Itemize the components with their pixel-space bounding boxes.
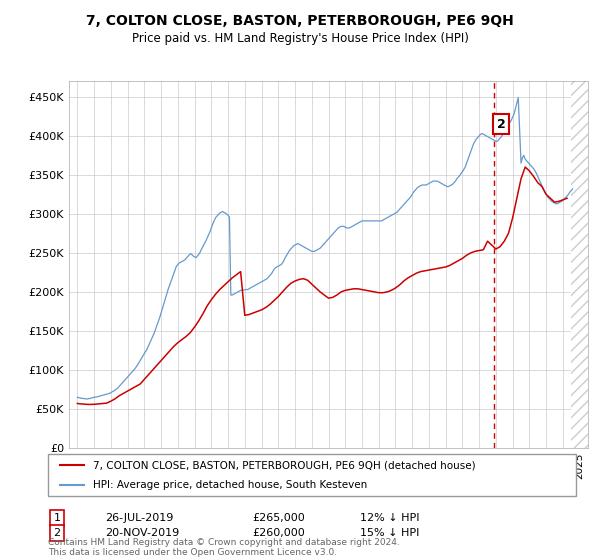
Text: 7, COLTON CLOSE, BASTON, PETERBOROUGH, PE6 9QH: 7, COLTON CLOSE, BASTON, PETERBOROUGH, P… — [86, 14, 514, 28]
Text: £260,000: £260,000 — [252, 528, 305, 538]
Text: 1: 1 — [53, 513, 61, 523]
Text: 20-NOV-2019: 20-NOV-2019 — [105, 528, 179, 538]
Text: 26-JUL-2019: 26-JUL-2019 — [105, 513, 173, 523]
Text: Contains HM Land Registry data © Crown copyright and database right 2024.
This d: Contains HM Land Registry data © Crown c… — [48, 538, 400, 557]
FancyBboxPatch shape — [48, 454, 576, 496]
Text: Price paid vs. HM Land Registry's House Price Index (HPI): Price paid vs. HM Land Registry's House … — [131, 32, 469, 45]
Text: 12% ↓ HPI: 12% ↓ HPI — [360, 513, 419, 523]
Text: 2: 2 — [53, 528, 61, 538]
Bar — [571, 81, 588, 448]
Text: 15% ↓ HPI: 15% ↓ HPI — [360, 528, 419, 538]
Bar — [571, 81, 588, 448]
Text: 7, COLTON CLOSE, BASTON, PETERBOROUGH, PE6 9QH (detached house): 7, COLTON CLOSE, BASTON, PETERBOROUGH, P… — [93, 460, 476, 470]
Text: 2: 2 — [497, 118, 505, 130]
Text: HPI: Average price, detached house, South Kesteven: HPI: Average price, detached house, Sout… — [93, 480, 367, 490]
Text: £265,000: £265,000 — [252, 513, 305, 523]
